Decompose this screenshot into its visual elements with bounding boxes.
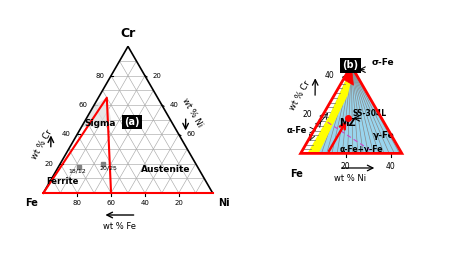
- Text: wt % Ni: wt % Ni: [181, 97, 204, 129]
- Polygon shape: [308, 75, 352, 153]
- Text: 20: 20: [174, 200, 183, 206]
- Text: wt % Ni: wt % Ni: [334, 174, 366, 183]
- Text: γ-Fe: γ-Fe: [373, 131, 394, 140]
- Text: Austenite: Austenite: [141, 165, 191, 174]
- Text: 80: 80: [73, 200, 82, 206]
- Text: 60: 60: [107, 200, 116, 206]
- Text: (a): (a): [125, 117, 140, 127]
- Text: σ-Fe: σ-Fe: [372, 58, 394, 67]
- Text: wt % Cr: wt % Cr: [30, 128, 55, 161]
- Text: 60: 60: [186, 131, 195, 137]
- Text: SS-304L: SS-304L: [352, 109, 386, 118]
- Text: 40: 40: [325, 71, 334, 80]
- Text: 20/25: 20/25: [100, 165, 118, 171]
- Text: 40: 40: [140, 200, 149, 206]
- Text: 60: 60: [78, 102, 87, 108]
- Polygon shape: [343, 66, 354, 85]
- Text: α-Fe+γ-Fe: α-Fe+γ-Fe: [340, 145, 383, 154]
- Text: wt % Cr: wt % Cr: [287, 79, 311, 112]
- Polygon shape: [301, 66, 351, 153]
- Text: 40: 40: [62, 131, 71, 137]
- Text: Cr: Cr: [120, 27, 136, 40]
- Text: 20: 20: [341, 162, 350, 171]
- Text: MZ: MZ: [339, 118, 356, 128]
- Text: 80: 80: [95, 73, 104, 79]
- Text: Sigma: Sigma: [84, 119, 116, 128]
- Text: α-Fe: α-Fe: [287, 126, 308, 134]
- Text: 40: 40: [170, 102, 178, 108]
- Text: 20: 20: [302, 110, 312, 119]
- Text: Ferrite: Ferrite: [46, 176, 79, 186]
- Text: Fe: Fe: [26, 198, 38, 208]
- Text: 40: 40: [386, 162, 395, 171]
- Text: 20: 20: [45, 161, 54, 167]
- Text: 18/12: 18/12: [68, 169, 86, 174]
- Text: (b): (b): [342, 61, 358, 70]
- Text: Ni: Ni: [218, 198, 229, 208]
- Text: 20: 20: [153, 73, 162, 79]
- Polygon shape: [82, 98, 111, 127]
- Text: wt % Fe: wt % Fe: [103, 222, 136, 231]
- Polygon shape: [301, 66, 402, 153]
- Text: Fe: Fe: [290, 169, 302, 179]
